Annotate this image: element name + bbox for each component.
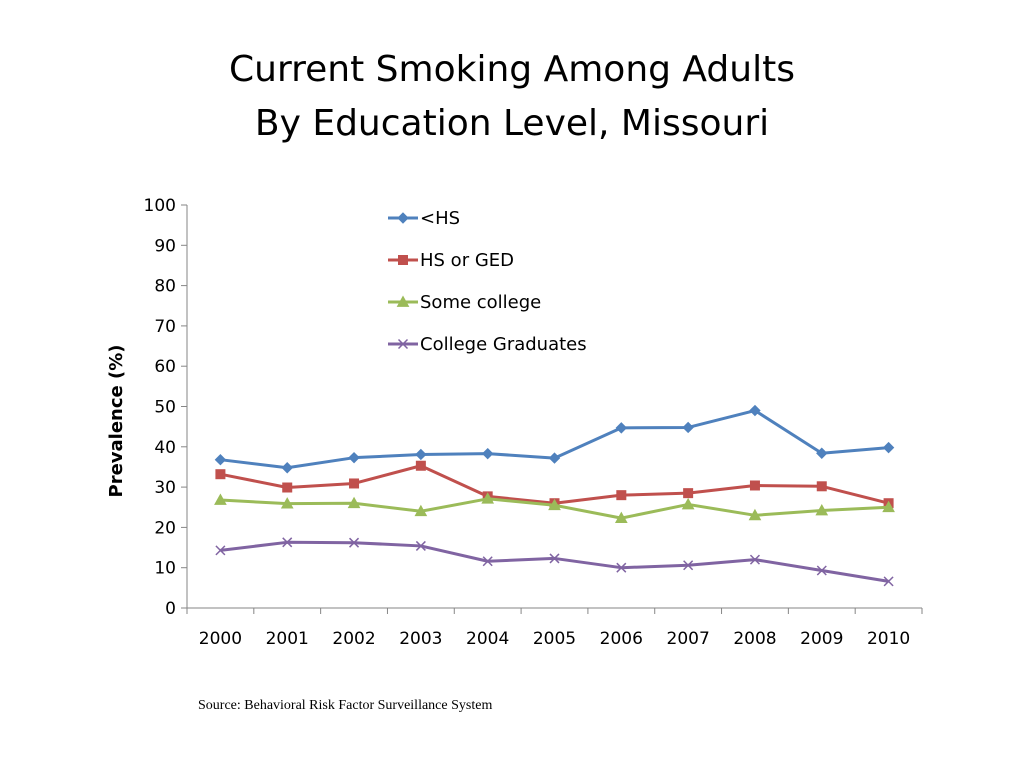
- data-point: [616, 562, 627, 573]
- data-point: [748, 508, 762, 521]
- legend-label: Some college: [420, 292, 541, 313]
- data-point: [215, 469, 226, 480]
- y-tick-label: 10: [154, 559, 176, 579]
- data-point: [214, 453, 227, 466]
- data-point: [749, 404, 761, 417]
- legend-label: HS or GED: [420, 250, 514, 271]
- x-tick-label: 2008: [733, 629, 776, 649]
- data-point: [280, 497, 294, 509]
- data-point: [883, 576, 894, 587]
- data-point: [481, 447, 494, 460]
- y-tick-label: 100: [144, 196, 176, 216]
- data-point: [681, 497, 695, 510]
- data-point: [616, 490, 627, 501]
- y-tick-label: 20: [154, 518, 176, 538]
- y-tick-label: 80: [154, 277, 176, 297]
- data-point: [348, 451, 360, 464]
- x-tick-label: 2010: [867, 629, 910, 649]
- data-point: [683, 488, 694, 499]
- data-point: [282, 482, 293, 493]
- series-3: [215, 537, 894, 587]
- chart-title-line-1: Current Smoking Among Adults: [229, 49, 795, 90]
- y-tick-label: 0: [165, 599, 176, 619]
- x-tick-label: 2000: [199, 629, 242, 649]
- data-point: [349, 478, 360, 489]
- data-point: [349, 537, 360, 548]
- y-tick-label: 60: [154, 357, 176, 377]
- legend-label: College Graduates: [420, 334, 587, 355]
- data-point: [215, 545, 226, 556]
- data-point: [749, 480, 760, 491]
- data-point: [414, 504, 428, 517]
- data-point: [882, 441, 895, 454]
- chart-title-line-2: By Education Level, Missouri: [254, 103, 770, 144]
- chart-legend: <HS HS or GED Some college College Graduate…: [388, 208, 587, 355]
- chart-axes: 0 10 20 30 40 50 60 70 80 90 100 2000 2001 2002 2003 20…: [144, 196, 923, 649]
- data-point: [214, 493, 227, 505]
- y-tick-label: 30: [154, 478, 176, 498]
- y-axis-title: Prevalence (%): [106, 345, 127, 498]
- data-point: [415, 460, 426, 471]
- data-point: [815, 503, 829, 516]
- data-point: [415, 448, 427, 461]
- data-point: [282, 537, 293, 548]
- source-note: Source: Behavioral Risk Factor Surveilla…: [198, 698, 493, 713]
- legend-marker: [397, 338, 409, 350]
- x-tick-label: 2009: [800, 629, 843, 649]
- series-line: [220, 464, 889, 505]
- x-tick-label: 2005: [533, 629, 576, 649]
- data-point: [281, 462, 293, 474]
- data-point: [683, 560, 694, 571]
- legend-item: College Graduates: [388, 334, 587, 355]
- y-tick-label: 50: [154, 398, 176, 418]
- legend-label: <HS: [420, 208, 460, 229]
- series-line: [220, 540, 889, 583]
- data-point: [749, 554, 760, 565]
- series-0: [214, 404, 895, 474]
- data-point: [614, 511, 628, 524]
- data-point: [615, 422, 628, 434]
- legend-marker: [397, 212, 409, 224]
- data-point: [816, 447, 828, 459]
- x-tick-label: 2006: [600, 629, 643, 649]
- x-tick-label: 2004: [466, 629, 509, 649]
- legend-item: HS or GED: [388, 250, 514, 271]
- x-tick-label: 2003: [399, 629, 442, 649]
- series-2: [214, 492, 895, 524]
- legend-marker: [398, 255, 408, 265]
- data-point: [816, 565, 827, 576]
- y-tick-label: 90: [154, 236, 176, 256]
- data-point: [549, 553, 560, 564]
- data-point: [548, 498, 561, 511]
- data-point: [482, 556, 493, 567]
- y-tick-label: 70: [154, 317, 176, 337]
- data-point: [816, 481, 827, 492]
- x-tick-label: 2001: [266, 629, 309, 649]
- data-point: [347, 496, 361, 509]
- x-tick-label: 2002: [332, 629, 375, 649]
- legend-item: <HS: [388, 208, 460, 229]
- legend-item: Some college: [388, 292, 541, 313]
- data-point: [882, 500, 895, 513]
- y-tick-label: 40: [154, 438, 176, 458]
- data-point: [481, 492, 495, 504]
- data-point: [415, 540, 426, 551]
- x-tick-label: 2007: [667, 629, 710, 649]
- data-point: [548, 452, 561, 464]
- data-point: [682, 421, 694, 434]
- chart-series: [214, 404, 895, 587]
- legend-marker: [396, 295, 410, 307]
